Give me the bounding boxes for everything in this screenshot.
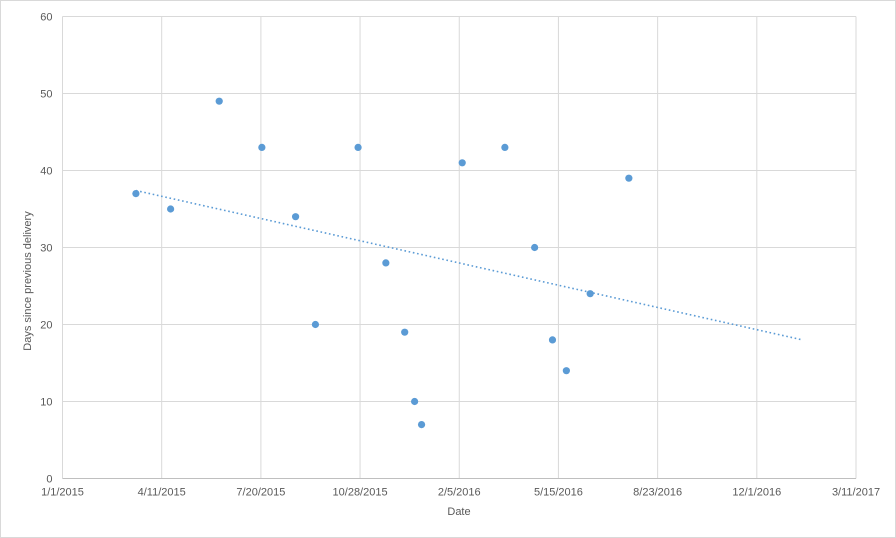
- data-point[interactable]: [291, 213, 300, 221]
- data-point[interactable]: [132, 190, 140, 198]
- data-point[interactable]: [458, 159, 466, 167]
- x-tick-label: 12/1/2016: [732, 487, 781, 499]
- data-point[interactable]: [354, 143, 362, 151]
- y-axis-title: Days since previous delivery: [22, 211, 34, 351]
- data-point[interactable]: [411, 397, 419, 406]
- trendline[interactable]: [135, 189, 803, 341]
- x-tick-label: 3/11/2017: [832, 487, 880, 499]
- data-point[interactable]: [548, 336, 557, 344]
- data-point[interactable]: [401, 328, 409, 336]
- x-tick-label: 1/1/2015: [41, 487, 84, 499]
- data-point[interactable]: [311, 320, 320, 329]
- data-point[interactable]: [625, 174, 633, 182]
- y-tick-label: 60: [40, 12, 52, 24]
- x-tick-label: 5/15/2016: [534, 487, 583, 499]
- x-tick-label: 10/28/2015: [333, 487, 388, 499]
- y-tick-label: 50: [40, 89, 52, 101]
- data-point[interactable]: [501, 143, 509, 151]
- x-tick-label: 7/20/2015: [236, 487, 285, 499]
- x-tick-label: 4/11/2015: [138, 487, 186, 499]
- x-tick-label: 2/5/2016: [438, 487, 481, 499]
- data-point[interactable]: [258, 143, 266, 151]
- x-tick-label: 8/23/2016: [633, 487, 682, 499]
- data-point[interactable]: [167, 205, 175, 213]
- data-point[interactable]: [562, 367, 570, 375]
- data-point[interactable]: [586, 290, 594, 298]
- x-axis-title: Date: [447, 506, 471, 518]
- data-point[interactable]: [382, 259, 390, 267]
- y-tick-label: 20: [40, 320, 52, 332]
- data-point[interactable]: [531, 243, 539, 252]
- y-tick-label: 30: [40, 243, 52, 255]
- y-tick-label: 0: [46, 474, 52, 486]
- y-tick-label: 10: [40, 397, 52, 409]
- data-point[interactable]: [215, 97, 223, 105]
- y-tick-label: 40: [40, 166, 52, 178]
- data-point[interactable]: [417, 421, 426, 429]
